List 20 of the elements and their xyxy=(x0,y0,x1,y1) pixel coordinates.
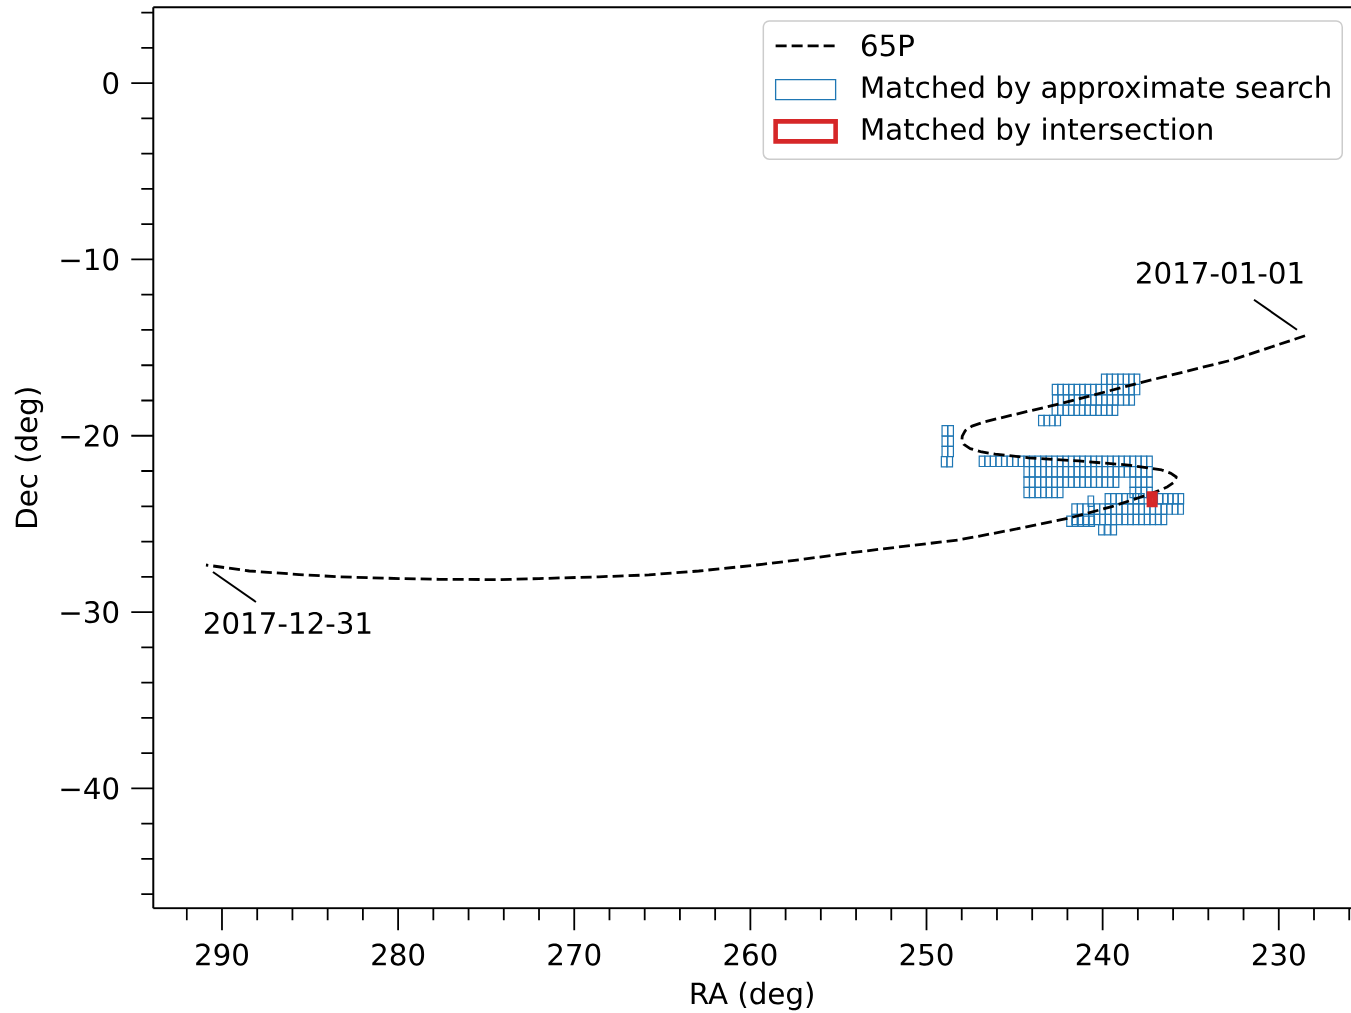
annotation: 2017-01-01 xyxy=(1137,261,1303,284)
x-tick-label: 280 xyxy=(372,943,425,966)
y-tick-label: −10 xyxy=(61,248,119,271)
annotation: 2017-12-31 xyxy=(204,611,371,635)
y-axis-title: Dec (deg) xyxy=(14,388,44,527)
legend-label: Matched by approximate search xyxy=(862,75,1330,104)
y-tick-label: −40 xyxy=(61,777,119,800)
y-tick-label: 0 xyxy=(103,72,119,95)
legend-label: 65P xyxy=(861,34,914,57)
x-tick-label: 230 xyxy=(1252,943,1305,966)
x-tick-label: 260 xyxy=(724,943,777,966)
legend-label: Matched by intersection xyxy=(862,117,1212,146)
y-tick-label: −20 xyxy=(61,424,119,447)
x-tick-label: 270 xyxy=(548,943,601,966)
x-tick-label: 290 xyxy=(196,943,248,966)
x-tick-label: 240 xyxy=(1076,943,1129,966)
x-axis-title: RA (deg) xyxy=(691,981,813,1011)
x-tick-label: 250 xyxy=(900,943,953,966)
line-series xyxy=(204,334,1307,582)
y-tick-label: −30 xyxy=(61,601,119,624)
